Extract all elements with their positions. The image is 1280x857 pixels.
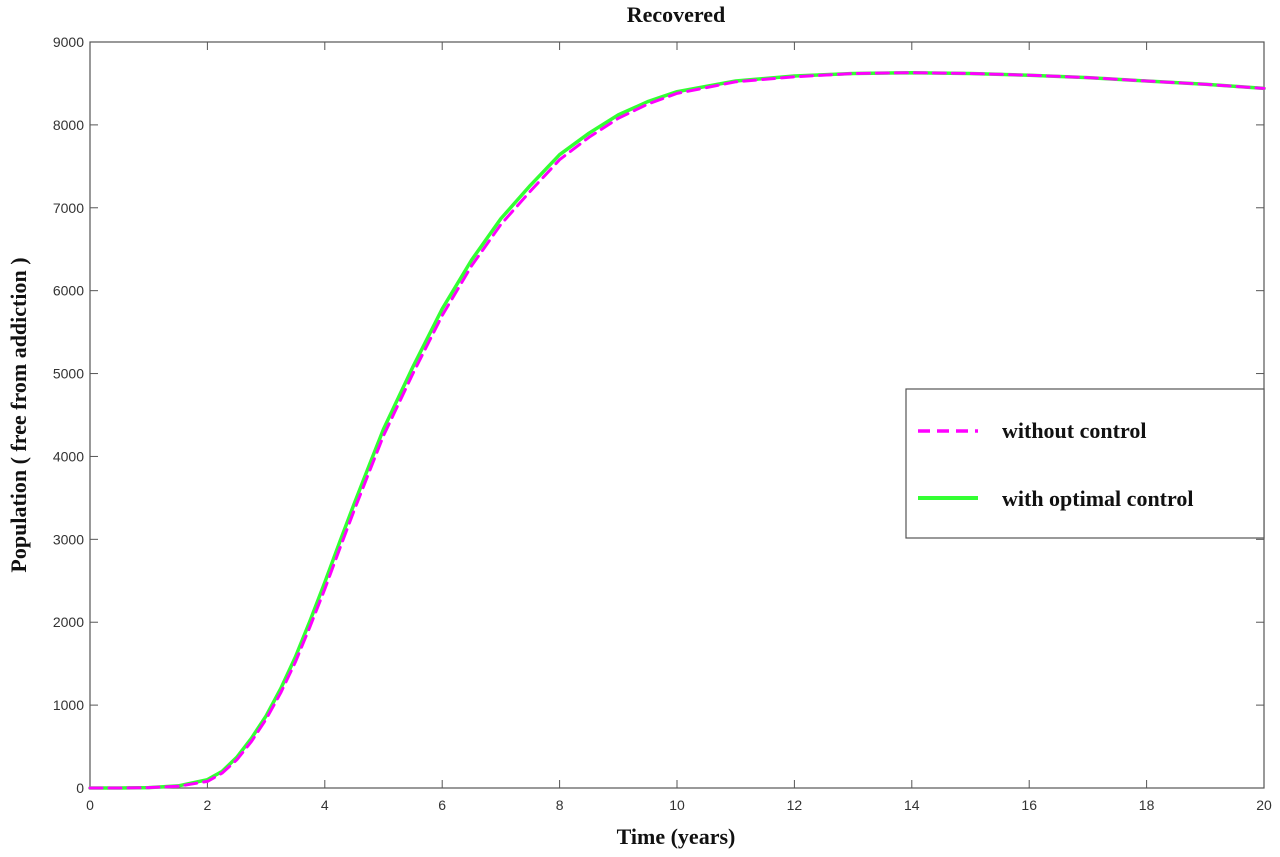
x-tick-label: 18 <box>1139 797 1155 813</box>
chart-title: Recovered <box>627 2 726 27</box>
y-tick-label: 6000 <box>53 283 84 299</box>
legend-label-without-control: without control <box>1002 418 1146 443</box>
x-tick-label: 0 <box>86 797 94 813</box>
y-tick-label: 9000 <box>53 34 84 50</box>
x-tick-label: 14 <box>904 797 920 813</box>
y-tick-label: 5000 <box>53 366 84 382</box>
y-tick-label: 2000 <box>53 614 84 630</box>
x-tick-label: 12 <box>787 797 803 813</box>
y-tick-label: 8000 <box>53 117 84 133</box>
series-line-with-optimal-control <box>88 70 1266 790</box>
x-tick-label: 10 <box>669 797 685 813</box>
axis-ticks: 0 2 4 6 8 10 12 14 16 18 20 0 1000 2000 3000 4000 5000 60… <box>53 34 1272 813</box>
x-tick-label: 20 <box>1256 797 1272 813</box>
y-tick-label: 1000 <box>53 697 84 713</box>
x-tick-label: 16 <box>1021 797 1037 813</box>
y-axis-label: Population ( free from addiction ) <box>6 257 31 572</box>
legend: without control with optimal control <box>905 388 1265 539</box>
y-tick-label: 7000 <box>53 200 84 216</box>
x-tick-label: 4 <box>321 797 329 813</box>
y-tick-label: 4000 <box>53 448 84 464</box>
y-tick-label: 3000 <box>53 531 84 547</box>
legend-label-with-optimal-control: with optimal control <box>1002 486 1193 511</box>
x-tick-label: 8 <box>556 797 564 813</box>
y-tick-label: 0 <box>76 780 84 796</box>
x-tick-label: 6 <box>438 797 446 813</box>
series-line-without-control <box>88 71 1266 790</box>
series-layer <box>88 70 1266 790</box>
x-tick-label: 2 <box>204 797 212 813</box>
legend-box <box>905 388 1265 539</box>
x-axis-label: Time (years) <box>617 824 736 849</box>
